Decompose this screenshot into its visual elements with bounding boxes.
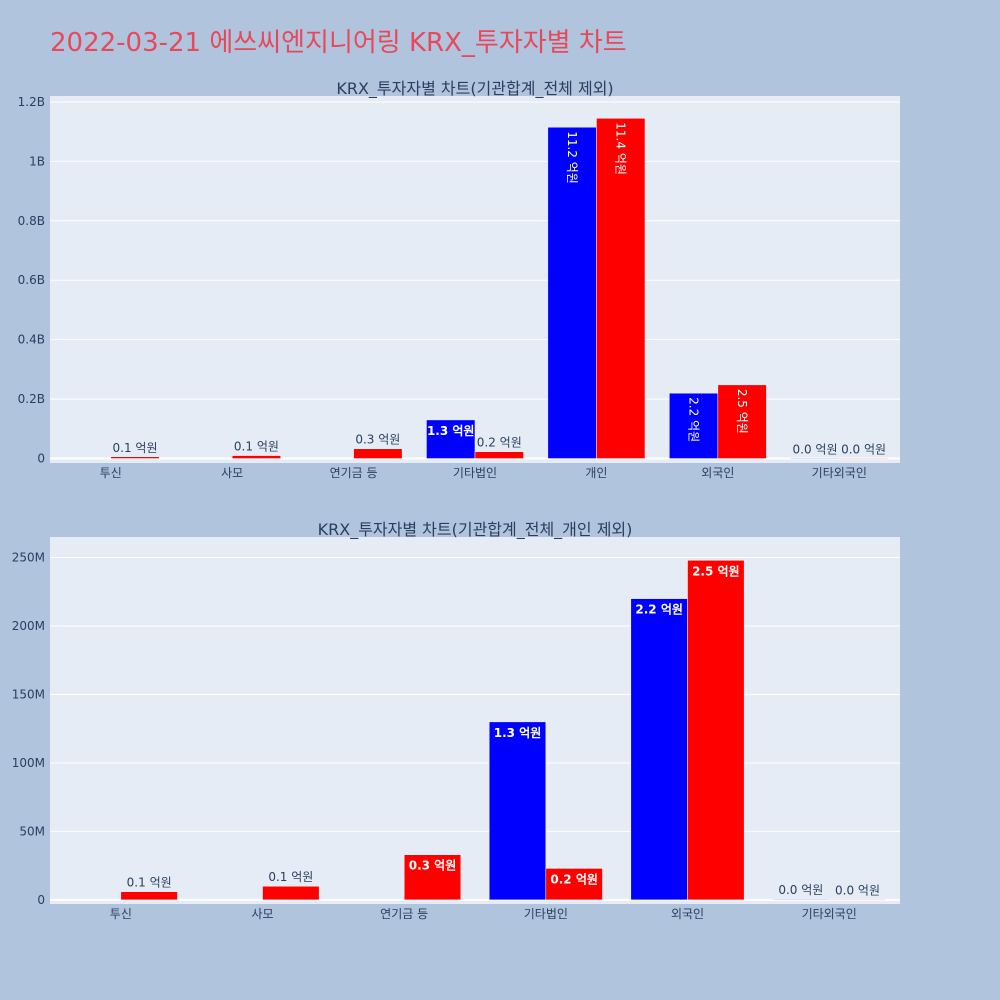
data-label: 0.2 억원 <box>550 872 598 886</box>
data-label: 2.2 억원 <box>635 603 683 617</box>
bar[interactable] <box>403 854 462 901</box>
plot-area <box>50 537 900 904</box>
chart-title: KRX_투자자별 차트(기관합계_전체_개인 제외) <box>318 520 633 540</box>
data-label: 0.1 억원 <box>127 876 172 890</box>
y-tick-label: 200M <box>12 619 45 633</box>
data-label: 2.5 억원 <box>692 564 740 578</box>
data-label: 0.0 억원 <box>778 883 823 897</box>
page-title: 2022-03-21 에쓰씨엔지니어링 KRX_투자자별 차트 <box>50 28 627 58</box>
data-label: 0.3 억원 <box>355 433 400 447</box>
y-tick-label: 0.4B <box>18 333 45 347</box>
x-tick-label: 외국인 <box>671 907 704 921</box>
y-tick-label: 0 <box>37 452 45 466</box>
bar[interactable] <box>110 456 160 459</box>
bar[interactable] <box>547 126 597 459</box>
x-tick-label: 기타법인 <box>453 466 497 480</box>
bar[interactable] <box>596 118 646 459</box>
x-tick-label: 외국인 <box>701 466 734 480</box>
chart-title: KRX_투자자별 차트(기관합계_전체 제외) <box>336 79 613 99</box>
data-label: 1.3 억원 <box>494 726 542 740</box>
data-label: 0.3 억원 <box>409 859 457 873</box>
bar[interactable] <box>426 419 476 459</box>
y-tick-label: 1B <box>29 154 45 168</box>
y-tick-label: 0 <box>37 893 45 907</box>
y-tick-label: 0.2B <box>18 392 45 406</box>
y-tick-label: 0.6B <box>18 273 45 287</box>
bar[interactable] <box>790 458 840 460</box>
x-tick-label: 투신 <box>110 907 132 921</box>
bar[interactable] <box>488 721 547 901</box>
x-tick-label: 사모 <box>221 466 243 480</box>
bar[interactable] <box>353 448 403 459</box>
bar[interactable] <box>262 885 320 901</box>
x-tick-label: 개인 <box>585 466 607 480</box>
data-label: 0.0 억원 <box>793 442 838 456</box>
x-tick-label: 기타외국인 <box>802 907 857 921</box>
bar[interactable] <box>717 384 767 459</box>
y-tick-label: 1.2B <box>18 95 45 109</box>
bar[interactable] <box>669 392 719 459</box>
data-label: 2.2 억원 <box>687 397 701 442</box>
bar[interactable] <box>630 598 688 901</box>
bar[interactable] <box>545 868 603 901</box>
chart-2: 0 50M 100M 150M 200M 250M KRX_투자자별 차트(기관합계_전체_… <box>12 520 900 921</box>
x-tick-label: 기타외국인 <box>812 466 867 480</box>
y-tick-label: 0.8B <box>18 214 45 228</box>
bar[interactable] <box>474 451 524 459</box>
data-label: 1.3 억원 <box>427 424 475 438</box>
bar[interactable] <box>828 899 887 901</box>
data-label: 11.4 억원 <box>614 122 628 175</box>
data-label: 0.1 억원 <box>234 440 279 454</box>
bar[interactable] <box>687 560 745 901</box>
data-label: 2.5 억원 <box>735 389 749 434</box>
data-label: 0.0 억원 <box>841 442 886 456</box>
chart-1: 0 0.2B 0.4B 0.6B 0.8B 1B 1.2B KRX_투자자별 차트(기관합계_… <box>18 79 900 480</box>
bar[interactable] <box>231 455 281 459</box>
y-tick-label: 50M <box>19 824 45 838</box>
bar[interactable] <box>839 458 889 460</box>
data-label: 0.0 억원 <box>835 883 880 897</box>
y-tick-label: 150M <box>12 687 45 701</box>
x-tick-label: 사모 <box>251 907 273 921</box>
data-label: 0.1 억원 <box>113 441 158 455</box>
x-tick-label: 투신 <box>100 466 122 480</box>
data-label: 0.1 억원 <box>268 870 313 884</box>
data-label: 11.2 억원 <box>565 131 579 184</box>
data-label: 0.2 억원 <box>477 436 522 450</box>
x-tick-label: 기타법인 <box>524 907 568 921</box>
bar[interactable] <box>772 898 830 901</box>
y-tick-label: 100M <box>12 756 45 770</box>
x-tick-label: 연기금 등 <box>380 907 428 921</box>
plot-area <box>50 96 900 463</box>
x-tick-label: 연기금 등 <box>330 466 378 480</box>
y-tick-label: 250M <box>12 551 45 565</box>
bar[interactable] <box>120 891 178 901</box>
